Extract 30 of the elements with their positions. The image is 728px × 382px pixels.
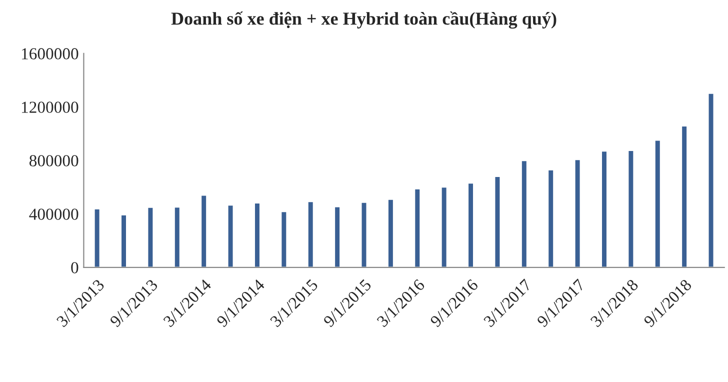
y-tick-label: 1600000 <box>22 48 78 60</box>
bar <box>120 214 128 268</box>
bar <box>280 210 288 268</box>
y-tick-label: 0 <box>71 262 78 274</box>
y-tick-label: 800000 <box>29 155 78 166</box>
bar <box>574 158 582 268</box>
bar <box>174 206 181 268</box>
bar <box>226 204 234 268</box>
bar <box>494 176 502 268</box>
bar <box>520 160 528 268</box>
bar <box>440 186 448 268</box>
bar <box>547 168 554 268</box>
chart-title: Doanh số xe điện + xe Hybrid toàn cầu(Hàng quý) <box>171 11 556 29</box>
bar <box>146 206 154 268</box>
bar <box>254 202 261 268</box>
bar <box>654 139 662 268</box>
bar <box>414 188 422 268</box>
bar <box>200 194 208 268</box>
y-tick-label: 400000 <box>29 208 78 220</box>
bar <box>306 200 314 268</box>
bar <box>707 92 715 268</box>
bar <box>600 150 608 268</box>
bar <box>387 198 394 268</box>
bar <box>467 182 474 268</box>
bar <box>93 208 101 268</box>
bar <box>360 201 368 268</box>
y-tick-label: 1200000 <box>22 102 78 113</box>
bar <box>627 150 635 268</box>
bar <box>680 125 688 268</box>
bar <box>334 206 341 268</box>
